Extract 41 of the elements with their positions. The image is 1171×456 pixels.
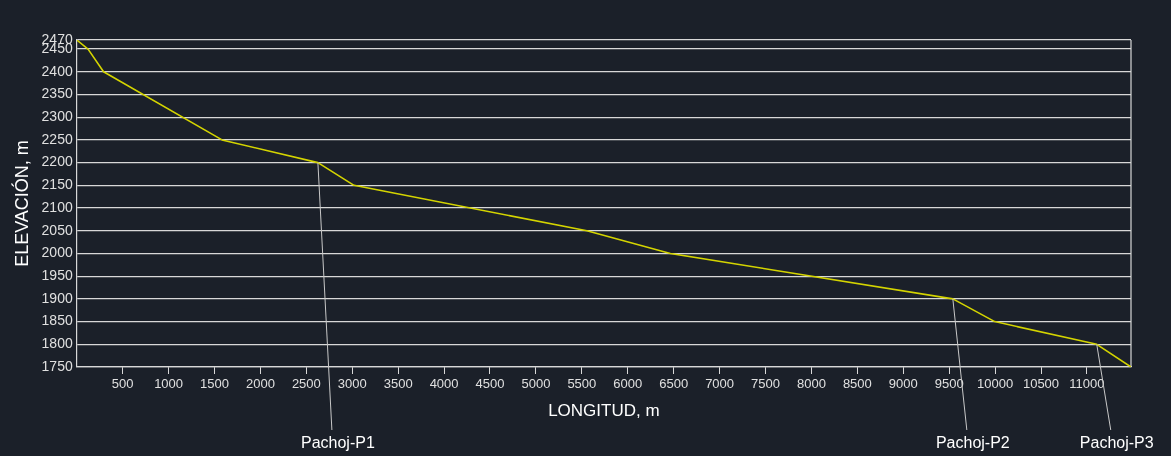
- x-axis-title: LONGITUD, m: [548, 401, 660, 421]
- x-tick-label: 2500: [291, 376, 321, 392]
- x-tick-label: 500: [111, 376, 134, 392]
- y-axis-title: ELEVACIÓN, m: [10, 140, 32, 267]
- x-tick-label: 8000: [796, 376, 826, 392]
- y-tick-label: 1900: [41, 289, 73, 306]
- y-tick-label: 2200: [41, 153, 73, 170]
- x-tick-label: 9000: [888, 376, 918, 392]
- x-tick-label: 10000: [977, 376, 1014, 392]
- annotation: Pachoj-P1: [300, 434, 375, 451]
- x-tick-label: 6500: [659, 376, 689, 392]
- y-tick-label: 2300: [41, 108, 73, 125]
- y-tick-label: 2000: [41, 244, 73, 261]
- y-tick-label: 2250: [41, 130, 73, 147]
- y-tick-label: 2350: [41, 85, 73, 102]
- x-tick-label: 2000: [245, 376, 275, 392]
- annotation: Pachoj-P3: [1079, 434, 1154, 451]
- x-tick-label: 10500: [1022, 376, 1060, 392]
- annotation: Pachoj-P2: [935, 434, 1010, 451]
- y-tick-label: 2100: [41, 198, 73, 215]
- x-tick-label: 1000: [154, 376, 184, 392]
- x-tick-label: 5000: [521, 376, 551, 392]
- x-tick-label: 7500: [751, 376, 780, 392]
- y-tick-label: 2400: [41, 62, 73, 79]
- x-tick-label: 5500: [567, 376, 597, 392]
- y-tick-label: 1950: [41, 267, 73, 284]
- x-tick-label: 4500: [475, 376, 505, 392]
- x-tick-label: 11000: [1069, 376, 1105, 392]
- x-tick-label: 1500: [200, 376, 229, 392]
- x-tick-label: 3500: [383, 376, 413, 392]
- x-tick-label: 6000: [613, 376, 643, 392]
- x-tick-label: 8500: [842, 376, 872, 392]
- x-tick-label: 9500: [934, 376, 964, 392]
- y-tick-label: 1750: [41, 357, 73, 374]
- x-tick-label: 7000: [705, 376, 735, 392]
- x-tick-label: 3000: [337, 376, 367, 392]
- y-tick-label: 2150: [41, 176, 73, 193]
- y-tick-label: 2050: [41, 221, 73, 238]
- y-tick-label: 1850: [41, 312, 73, 329]
- y-tick-label: 1800: [41, 335, 73, 352]
- x-tick-label: 4000: [429, 376, 459, 392]
